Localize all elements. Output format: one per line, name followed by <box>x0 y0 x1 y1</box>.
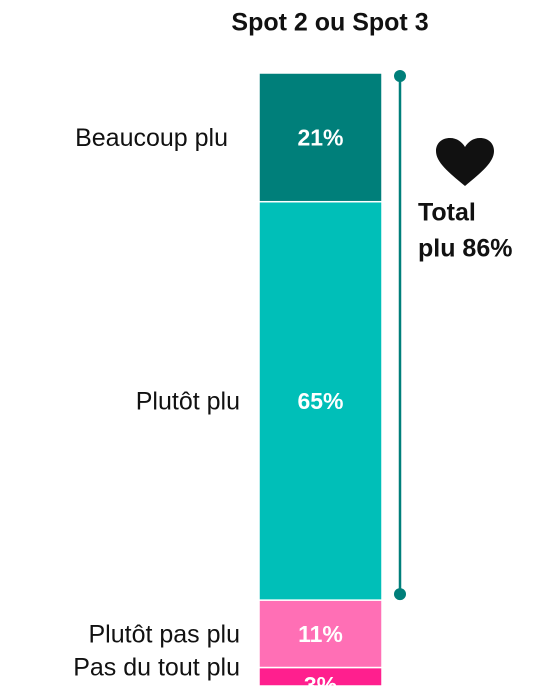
category-label: Pas du tout plu <box>73 653 240 681</box>
bracket-end <box>394 70 406 82</box>
chart-title: Spot 2 ou Spot 3 <box>231 9 428 37</box>
bar-segment <box>258 72 383 203</box>
value-label: 3% <box>304 672 337 694</box>
value-label: 65% <box>297 388 343 414</box>
category-label: Beaucoup plu <box>75 124 228 152</box>
value-label: 21% <box>297 124 343 150</box>
value-label: 11% <box>298 621 343 647</box>
heart-icon <box>436 138 494 186</box>
category-label: Plutôt plu <box>136 388 240 416</box>
bracket-end <box>394 588 406 601</box>
category-label: Plutôt pas plu <box>89 621 241 649</box>
bar-segment <box>258 599 383 669</box>
bar-segment <box>258 200 383 601</box>
total-note: plu 86% <box>418 235 512 263</box>
total-note: Total <box>418 199 476 227</box>
bar-segment <box>258 666 383 687</box>
